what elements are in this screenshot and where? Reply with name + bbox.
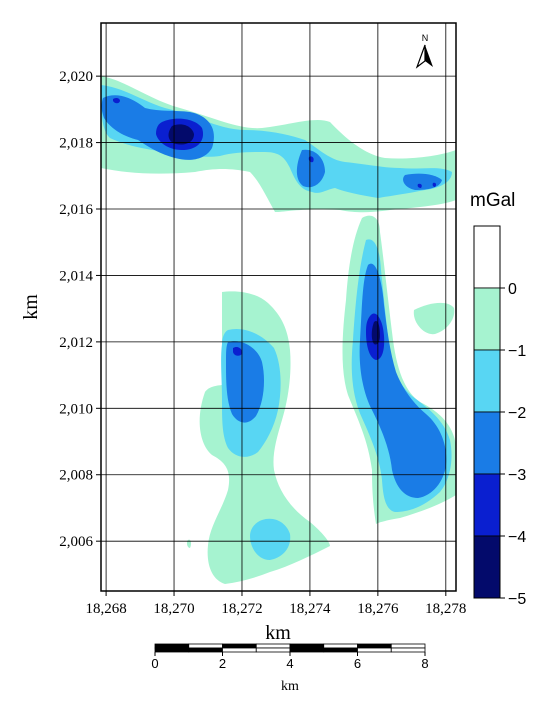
legend-tick-label: −4 xyxy=(508,529,526,546)
scale-bar-tick-label: 6 xyxy=(354,656,361,671)
x-tick-label: 18,278 xyxy=(425,601,466,617)
scale-bar-segment xyxy=(390,647,426,653)
legend-tick-label: −5 xyxy=(508,591,526,608)
scale-bar: 0 2 4 6 8 xyxy=(151,643,429,671)
y-tick-label: 2,012 xyxy=(59,335,93,351)
y-tick-label: 2,006 xyxy=(59,534,93,550)
legend-swatch xyxy=(473,287,501,351)
scale-bar-segment xyxy=(323,643,358,649)
y-tick-label: 2,010 xyxy=(59,401,93,417)
legend-tick-label: −3 xyxy=(508,467,526,484)
scale-bar-segment xyxy=(255,643,291,649)
scale-bar-unit: km xyxy=(281,679,299,694)
x-tick-label: 18,274 xyxy=(289,601,331,617)
y-axis-ticks: 2,020 2,018 2,016 2,014 2,012 2,010 2,008 2,006 xyxy=(59,69,101,550)
legend-title: mGal xyxy=(470,190,515,211)
scale-bar-segment xyxy=(255,647,291,653)
y-tick-label: 2,014 xyxy=(59,268,93,284)
scale-bar-tick-label: 2 xyxy=(219,656,226,671)
map-frame xyxy=(100,22,457,592)
scale-bar-segment xyxy=(188,647,223,653)
x-tick-label: 18,268 xyxy=(85,601,126,617)
y-tick-label: 2,008 xyxy=(59,468,93,484)
legend-tick-label: −2 xyxy=(508,405,526,422)
y-tick-label: 2,018 xyxy=(59,136,93,152)
x-tick-label: 18,276 xyxy=(357,601,399,617)
legend-swatch xyxy=(473,411,501,475)
anomaly-contours xyxy=(101,76,456,584)
scale-bar-segment xyxy=(222,643,257,649)
x-tick-label: 18,272 xyxy=(221,601,262,617)
scale-bar-segment xyxy=(289,647,325,653)
legend-tick-label: −1 xyxy=(508,343,526,360)
color-legend: 0 −1 −2 −3 −4 −5 xyxy=(473,225,526,608)
x-axis-ticks: 18,268 18,270 18,272 18,274 18,276 18,278 xyxy=(85,591,466,617)
map-grid xyxy=(101,23,456,591)
x-tick-label: 18,270 xyxy=(153,601,194,617)
legend-swatch xyxy=(473,535,501,599)
legend-swatch xyxy=(473,349,501,413)
scale-bar-segment xyxy=(222,647,257,653)
scale-bar-tick-label: 4 xyxy=(286,656,293,671)
y-tick-label: 2,016 xyxy=(59,202,93,218)
scale-bar-segment xyxy=(323,647,358,653)
legend-swatch xyxy=(473,473,501,537)
scale-bar-segment xyxy=(357,647,392,653)
y-axis-label: km xyxy=(20,294,42,320)
scale-bar-tick-label: 8 xyxy=(421,656,428,671)
legend-swatch xyxy=(473,225,501,289)
scale-bar-segment xyxy=(154,647,190,653)
scale-bar-segment xyxy=(357,643,392,649)
scale-bar-segment xyxy=(289,643,325,649)
scale-bar-segment xyxy=(390,643,426,649)
x-axis-label: km xyxy=(265,622,291,644)
scale-bar-segment xyxy=(188,643,223,649)
north-arrow-icon: N xyxy=(415,33,433,69)
y-tick-label: 2,020 xyxy=(59,69,93,85)
scale-bar-tick-label: 0 xyxy=(151,656,158,671)
legend-tick-label: 0 xyxy=(508,281,517,298)
north-label: N xyxy=(422,33,429,43)
scale-bar-segment xyxy=(154,643,190,649)
